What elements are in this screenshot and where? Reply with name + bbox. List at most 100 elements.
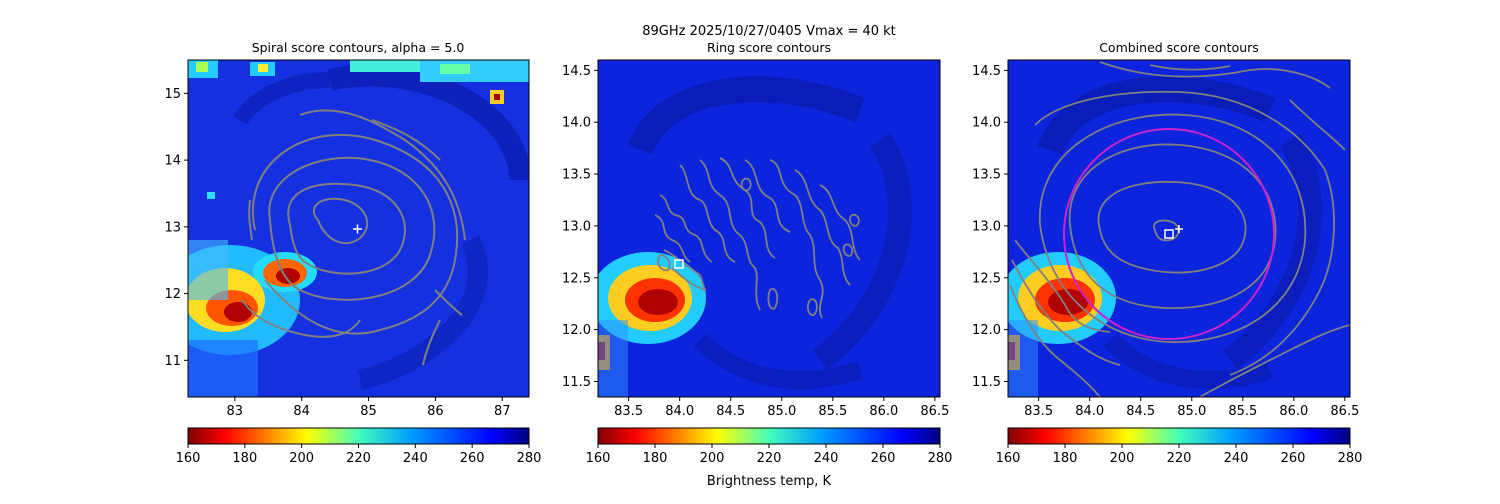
combined-contours	[1009, 61, 1350, 397]
axes-frame	[187, 59, 530, 398]
x-tick-label: 83.5	[1024, 404, 1053, 419]
top-edge-patch	[350, 60, 430, 72]
top-edge-patch	[440, 64, 470, 74]
ticks-panel-2: 83.5 84.0 84.5 85.0 85.5 86.0 86.5 11.5 12.0 12.5…	[562, 64, 949, 419]
colorbar-tick-label: 240	[403, 451, 428, 466]
colorbar-label: Brightness temp, K	[707, 474, 832, 489]
colorbar-tick-label: 220	[757, 451, 782, 466]
colorbar-tick-label: 200	[700, 451, 725, 466]
figure-suptitle: 89GHz 2025/10/27/0405 Vmax = 40 kt	[642, 24, 896, 39]
y-tick-label: 14	[164, 154, 181, 169]
colorbar-tick-label: 180	[643, 451, 668, 466]
y-tick-label: 11.5	[562, 375, 591, 390]
colorbar-tick-label: 280	[1338, 451, 1363, 466]
convective-core	[224, 302, 252, 322]
x-tick-label: 87	[494, 404, 511, 419]
panel-ring: Ring score contours	[562, 40, 949, 419]
colorbar	[187, 427, 530, 445]
x-tick-label: 85.5	[1228, 404, 1257, 419]
colorbar-tick-label: 240	[814, 451, 839, 466]
cold-band	[1222, 133, 1322, 370]
fitted-ring	[1063, 128, 1275, 340]
y-tick-label: 11	[164, 354, 181, 369]
x-tick-label: 86.5	[920, 404, 949, 419]
y-tick-label: 13.5	[972, 168, 1001, 183]
cold-band	[627, 76, 865, 155]
x-tick-label: 85.5	[818, 404, 847, 419]
y-tick-label: 14.0	[972, 116, 1001, 131]
y-tick-label: 12.5	[972, 271, 1001, 286]
cold-band	[327, 64, 529, 181]
panel-combined: Combined score contours	[972, 40, 1359, 419]
colorbar-tick-label: 220	[346, 451, 371, 466]
x-tick-label: 84.0	[665, 404, 694, 419]
y-tick-label: 12.0	[972, 323, 1001, 338]
top-edge-patch	[258, 64, 268, 72]
cold-band	[357, 235, 488, 390]
x-tick-label: 85	[360, 404, 377, 419]
x-tick-label: 85.0	[767, 404, 796, 419]
colorbars: 160 180 200 220 240 260 280 160 180 200 220 240 260 2…	[176, 427, 1363, 466]
center-square-marker	[1164, 229, 1174, 239]
y-tick-label: 12	[164, 287, 181, 302]
top-edge-patch	[494, 94, 500, 100]
edge-blend	[188, 240, 228, 300]
y-tick-label: 12.0	[562, 323, 591, 338]
y-tick-label: 11.5	[972, 375, 1001, 390]
y-tick-label: 12.5	[562, 271, 591, 286]
ticks-panel-1: 83 84 85 86 87 11 12 13 14 15	[164, 87, 510, 419]
colorbar-tick-label: 180	[1053, 451, 1078, 466]
y-tick-label: 15	[164, 87, 181, 102]
x-tick-label: 83.5	[614, 404, 643, 419]
colorbar-tick-label: 280	[928, 451, 953, 466]
colorbar-tick-label: 240	[1224, 451, 1249, 466]
colorbar-tick-label: 280	[517, 451, 542, 466]
center-square-marker	[674, 259, 684, 269]
y-tick-label: 13.5	[562, 168, 591, 183]
axes-frame	[1007, 59, 1351, 398]
cold-band	[233, 72, 331, 125]
edge-blend	[1008, 320, 1038, 397]
cold-band	[812, 133, 912, 370]
convective-core	[638, 289, 678, 315]
panel-spiral: Spiral score contours, alpha = 5.0	[164, 40, 530, 419]
axes-frame	[597, 59, 941, 398]
y-tick-label: 14.5	[562, 64, 591, 79]
ring-contours	[654, 157, 861, 319]
y-tick-label: 13.0	[972, 219, 1001, 234]
cold-band	[693, 333, 863, 389]
y-tick-label: 13.0	[562, 219, 591, 234]
colorbar-tick-label: 160	[996, 451, 1021, 466]
edge-blend	[598, 320, 628, 397]
x-tick-label: 84.5	[1126, 404, 1155, 419]
panel-title: Ring score contours	[707, 40, 831, 55]
panel-title: Spiral score contours, alpha = 5.0	[252, 40, 465, 55]
y-tick-label: 14.5	[972, 64, 1001, 79]
x-tick-label: 84.5	[716, 404, 745, 419]
colorbar-tick-label: 260	[460, 451, 485, 466]
colorbar	[1007, 427, 1351, 445]
colorbar-tick-label: 260	[1281, 451, 1306, 466]
contours	[241, 109, 466, 366]
ticks-panel-3: 83.5 84.0 84.5 85.0 85.5 86.0 86.5 11.5 12.0 12.5…	[972, 64, 1359, 419]
x-tick-label: 86.0	[869, 404, 898, 419]
x-tick-label: 84	[293, 404, 310, 419]
colorbar-tick-label: 220	[1167, 451, 1192, 466]
top-edge-patch	[196, 62, 208, 72]
x-tick-label: 86	[427, 404, 444, 419]
center-plus-marker	[1175, 225, 1183, 233]
colorbar-tick-label: 160	[176, 451, 201, 466]
x-tick-label: 86.5	[1330, 404, 1359, 419]
top-edge-patch	[420, 60, 529, 82]
x-tick-label: 84.0	[1075, 404, 1104, 419]
panel-title: Combined score contours	[1099, 40, 1259, 55]
colorbar-tick-label: 260	[871, 451, 896, 466]
edge-blend	[188, 340, 258, 397]
y-tick-label: 14.0	[562, 116, 591, 131]
y-tick-label: 13	[164, 220, 181, 235]
x-tick-label: 85.0	[1177, 404, 1206, 419]
colorbar	[597, 427, 941, 445]
x-tick-label: 83	[227, 404, 244, 419]
x-tick-label: 86.0	[1279, 404, 1308, 419]
